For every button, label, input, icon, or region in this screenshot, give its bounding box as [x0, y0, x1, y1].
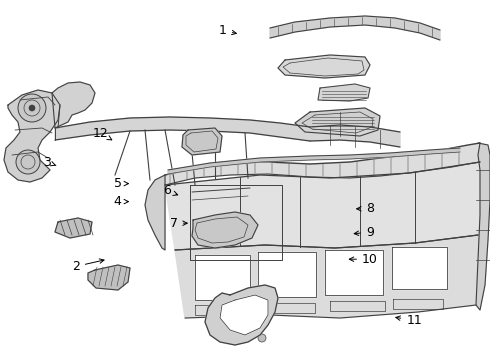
Polygon shape: [278, 55, 370, 78]
Polygon shape: [310, 125, 400, 147]
Polygon shape: [182, 128, 222, 155]
Polygon shape: [168, 148, 460, 174]
Circle shape: [29, 105, 35, 111]
Circle shape: [18, 94, 46, 122]
Polygon shape: [55, 218, 92, 238]
Polygon shape: [165, 162, 480, 250]
Text: 6: 6: [163, 184, 178, 197]
Polygon shape: [55, 117, 310, 141]
Polygon shape: [205, 285, 278, 345]
Circle shape: [264, 301, 272, 309]
Text: 1: 1: [219, 24, 236, 37]
Text: 3: 3: [43, 156, 56, 168]
Circle shape: [16, 150, 40, 174]
Text: 10: 10: [349, 253, 378, 266]
Text: 11: 11: [396, 314, 422, 327]
Text: 12: 12: [93, 127, 112, 140]
Polygon shape: [270, 16, 440, 40]
Polygon shape: [195, 255, 250, 300]
Polygon shape: [325, 250, 383, 295]
Text: 2: 2: [72, 259, 104, 273]
Polygon shape: [52, 82, 95, 128]
Text: 7: 7: [170, 217, 187, 230]
Text: 8: 8: [357, 202, 374, 215]
Polygon shape: [318, 84, 370, 101]
Polygon shape: [476, 143, 490, 310]
Polygon shape: [392, 247, 447, 289]
Polygon shape: [165, 143, 480, 185]
Polygon shape: [4, 90, 60, 182]
Circle shape: [258, 334, 266, 342]
Polygon shape: [220, 295, 268, 335]
Polygon shape: [258, 252, 316, 297]
Polygon shape: [175, 235, 478, 318]
Polygon shape: [295, 108, 380, 136]
Polygon shape: [145, 175, 165, 250]
Text: 5: 5: [114, 177, 128, 190]
Polygon shape: [192, 212, 258, 248]
Circle shape: [221, 321, 229, 329]
Text: 9: 9: [354, 226, 374, 239]
Text: 4: 4: [114, 195, 128, 208]
Polygon shape: [88, 265, 130, 290]
Circle shape: [234, 292, 242, 300]
